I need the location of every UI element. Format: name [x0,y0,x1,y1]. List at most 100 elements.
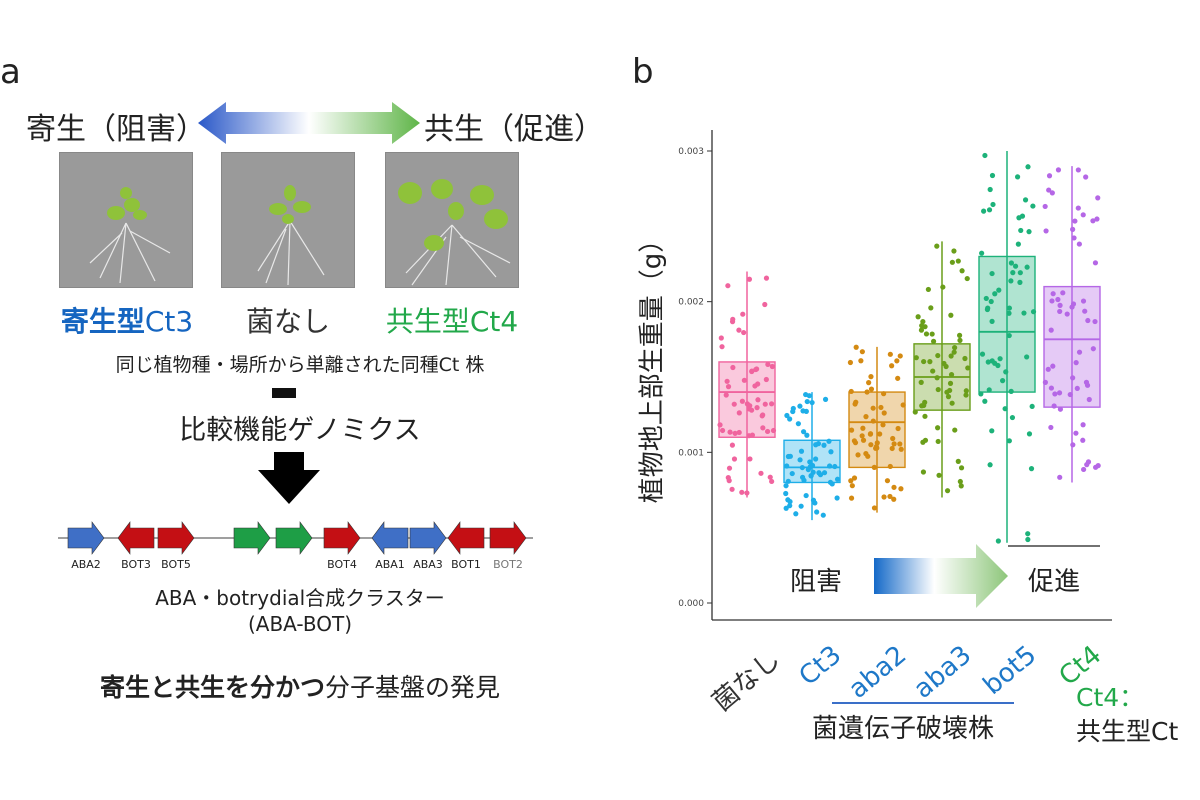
conclusion-rest: 分子基盤の発見 [325,673,501,702]
data-point [769,363,775,370]
data-point [863,414,869,420]
data-point [820,512,826,518]
data-point [828,449,834,455]
data-point [868,374,874,380]
data-point [920,469,927,475]
data-point [804,398,810,405]
data-point [868,386,875,392]
data-point [955,258,961,264]
isolation-text: 同じ植物種・場所から単離された同種Ct 株 [115,354,485,376]
data-point [798,448,805,454]
data-point [1075,167,1081,173]
gene-label-aba2: ABA2 [71,558,101,571]
data-point [767,474,773,480]
data-point [890,435,896,442]
data-point [1080,298,1087,304]
data-point [997,356,1003,362]
data-point [884,478,891,484]
data-point [1081,466,1087,473]
data-point [741,329,747,336]
gene-arrow-green-4 [275,521,313,555]
gene-label-bot2: BOT2 [493,558,523,571]
data-point [922,413,928,419]
data-point [853,344,859,350]
data-point [1006,438,1012,444]
y-tick-label: 0.000 [678,599,704,609]
data-point [895,375,901,381]
data-point [1043,228,1049,234]
data-point [1024,264,1030,270]
data-point [1010,270,1016,276]
data-point [731,456,738,462]
data-point [731,401,737,407]
data-point [929,331,935,337]
data-point [834,495,840,501]
data-point [1006,305,1013,311]
data-point [934,375,940,381]
data-point [797,403,803,409]
data-point [945,394,952,400]
data-point [784,412,790,419]
data-point [955,458,961,464]
data-point [1048,424,1054,431]
data-point [807,459,813,465]
conclusion-bold: 寄生と共生を分かつ [99,673,325,702]
data-point [1017,279,1023,285]
data-point [860,425,866,431]
y-tick-label: 0.002 [678,298,704,308]
data-point [930,338,937,344]
data-point [795,421,801,427]
data-point [1080,422,1086,428]
data-point [986,387,992,393]
data-point [871,505,878,511]
data-point [1057,474,1063,480]
data-point [1046,187,1052,193]
data-point [1082,308,1088,314]
data-point [736,429,742,436]
data-point [1090,346,1096,352]
data-point [789,470,795,477]
data-point [900,402,906,408]
data-point [951,349,957,355]
data-point [827,479,834,485]
data-point [1051,403,1057,409]
data-point [979,351,986,357]
photo-ct3-plant [59,152,193,288]
data-point [949,259,955,265]
y-axis-title: 植物地上部生重量（g） [637,226,668,504]
data-point [787,499,793,505]
data-point [934,243,940,249]
data-point [834,476,841,482]
data-point [864,389,870,395]
data-point [849,483,855,489]
data-point [979,250,985,256]
data-point [783,483,789,489]
data-point [891,496,897,502]
data-point [1073,360,1079,366]
data-point [1006,310,1012,316]
data-point [785,453,791,460]
data-point [918,379,924,385]
data-point [1009,414,1016,421]
data-point [987,462,993,468]
data-point [730,364,736,371]
data-point [855,452,861,458]
data-point [881,494,887,500]
data-point [725,384,732,390]
data-point [963,388,969,394]
data-point [1008,278,1014,284]
data-point [989,428,995,434]
data-point [852,440,859,446]
box-iqr [718,361,776,438]
data-point [754,405,760,411]
data-point [952,345,958,351]
data-point [895,425,901,432]
data-point [985,359,991,365]
data-point [1084,462,1090,468]
data-point [1015,241,1021,247]
data-point [797,457,803,463]
data-point [810,469,816,475]
data-point [822,396,829,402]
data-point [936,472,942,478]
data-point [800,429,807,435]
